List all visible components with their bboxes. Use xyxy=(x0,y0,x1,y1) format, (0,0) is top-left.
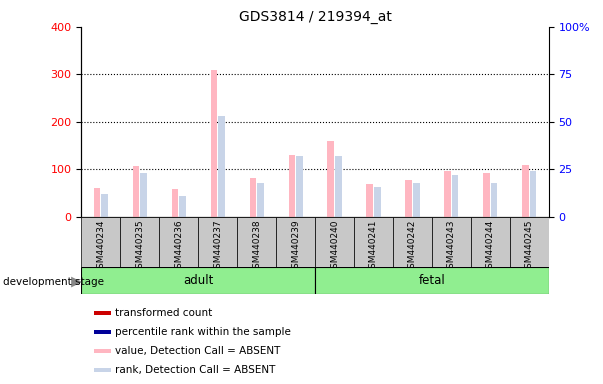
Bar xyxy=(510,217,549,267)
Text: GSM440242: GSM440242 xyxy=(408,220,417,274)
Bar xyxy=(374,187,380,217)
Bar xyxy=(444,171,451,217)
Text: value, Detection Call = ABSENT: value, Detection Call = ABSENT xyxy=(115,346,281,356)
Bar xyxy=(250,178,256,217)
Bar xyxy=(94,189,100,217)
Bar xyxy=(315,217,354,267)
Text: GSM440245: GSM440245 xyxy=(525,220,534,274)
Bar xyxy=(483,173,490,217)
Bar xyxy=(257,183,264,217)
Bar xyxy=(413,183,420,217)
Bar xyxy=(94,311,111,315)
Bar xyxy=(405,180,412,217)
Text: GSM440240: GSM440240 xyxy=(330,220,339,274)
Bar xyxy=(140,173,147,217)
Text: GSM440244: GSM440244 xyxy=(486,220,495,274)
Text: GSM440239: GSM440239 xyxy=(291,220,300,274)
Bar xyxy=(218,116,225,217)
Text: GSM440237: GSM440237 xyxy=(213,220,223,274)
Bar xyxy=(276,217,315,267)
Text: GSM440234: GSM440234 xyxy=(96,220,106,274)
Text: development stage: development stage xyxy=(3,277,104,287)
Bar xyxy=(471,217,510,267)
Bar xyxy=(491,183,497,217)
Bar xyxy=(530,171,536,217)
Bar xyxy=(522,165,529,217)
Bar xyxy=(172,189,178,217)
Bar xyxy=(432,217,471,267)
Bar xyxy=(327,141,334,217)
Text: GSM440236: GSM440236 xyxy=(174,220,183,274)
Bar xyxy=(94,368,111,372)
Text: GSM440243: GSM440243 xyxy=(447,220,456,274)
Text: transformed count: transformed count xyxy=(115,308,213,318)
Bar xyxy=(335,156,342,217)
Bar xyxy=(94,349,111,353)
Bar xyxy=(198,217,237,267)
Text: percentile rank within the sample: percentile rank within the sample xyxy=(115,327,291,337)
Bar xyxy=(288,155,295,217)
Bar xyxy=(452,175,458,217)
Bar xyxy=(101,194,108,217)
Text: fetal: fetal xyxy=(418,274,445,287)
Bar xyxy=(81,217,121,267)
Text: rank, Detection Call = ABSENT: rank, Detection Call = ABSENT xyxy=(115,365,276,375)
Bar xyxy=(133,166,139,217)
Polygon shape xyxy=(71,276,82,287)
Text: GSM440238: GSM440238 xyxy=(252,220,261,274)
Bar xyxy=(159,217,198,267)
Bar xyxy=(354,217,393,267)
Bar xyxy=(315,267,549,294)
Bar xyxy=(94,330,111,334)
Text: GSM440235: GSM440235 xyxy=(135,220,144,274)
Title: GDS3814 / 219394_at: GDS3814 / 219394_at xyxy=(239,10,391,25)
Bar xyxy=(237,217,276,267)
Bar xyxy=(210,70,217,217)
Bar xyxy=(367,184,373,217)
Bar xyxy=(393,217,432,267)
Bar xyxy=(296,156,303,217)
Bar xyxy=(121,217,159,267)
Text: GSM440241: GSM440241 xyxy=(369,220,378,274)
Bar xyxy=(81,267,315,294)
Bar xyxy=(179,196,186,217)
Text: adult: adult xyxy=(183,274,213,287)
